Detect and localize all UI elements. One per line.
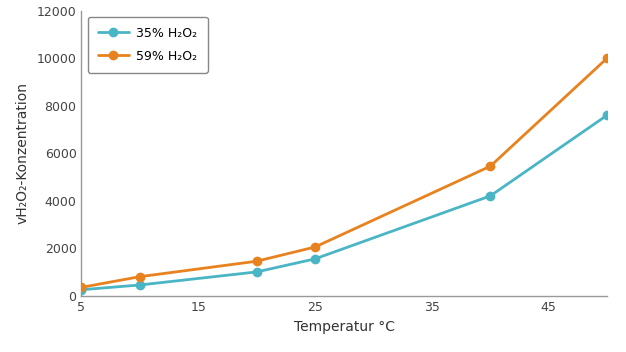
35% H₂O₂ <box>486 194 494 198</box>
59% H₂O₂ <box>136 275 143 279</box>
Line: 35% H₂O₂: 35% H₂O₂ <box>77 111 612 294</box>
59% H₂O₂ <box>486 164 494 168</box>
59% H₂O₂ <box>603 56 611 60</box>
59% H₂O₂ <box>311 245 319 249</box>
35% H₂O₂ <box>253 270 260 274</box>
35% H₂O₂ <box>78 288 85 292</box>
Y-axis label: vH₂O₂-Konzentration: vH₂O₂-Konzentration <box>16 82 29 224</box>
X-axis label: Temperatur °C: Temperatur °C <box>294 320 395 334</box>
35% H₂O₂ <box>311 257 319 261</box>
59% H₂O₂ <box>78 285 85 289</box>
Legend: 35% H₂O₂, 59% H₂O₂: 35% H₂O₂, 59% H₂O₂ <box>88 17 207 73</box>
59% H₂O₂ <box>253 259 260 263</box>
35% H₂O₂ <box>603 113 611 117</box>
35% H₂O₂ <box>136 283 143 287</box>
Line: 59% H₂O₂: 59% H₂O₂ <box>77 54 612 291</box>
